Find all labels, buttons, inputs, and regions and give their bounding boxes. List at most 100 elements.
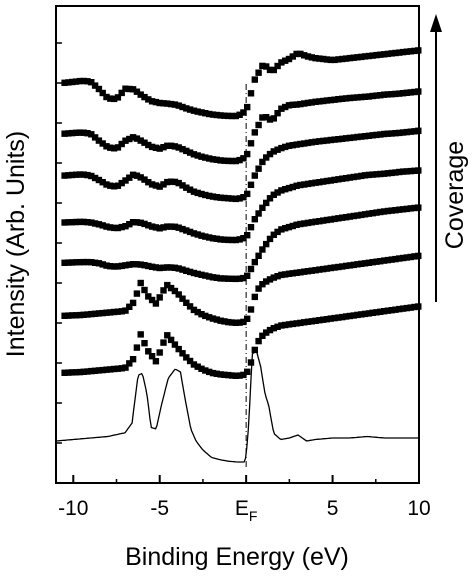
data-point — [339, 55, 346, 63]
data-point — [76, 171, 84, 178]
data-point — [126, 221, 133, 228]
data-point — [308, 139, 315, 146]
data-point — [198, 365, 205, 372]
data-point — [152, 300, 160, 307]
data-point — [164, 223, 171, 230]
data-point — [137, 174, 144, 181]
data-point — [202, 154, 209, 161]
data-point — [167, 264, 175, 271]
data-point — [232, 236, 239, 244]
data-point — [221, 157, 228, 164]
data-point — [221, 194, 228, 202]
data-point — [244, 232, 251, 239]
data-point — [194, 108, 201, 115]
data-point — [164, 100, 171, 107]
data-point — [263, 240, 270, 248]
data-point — [72, 129, 80, 136]
data-point — [133, 219, 141, 226]
data-point — [175, 291, 182, 298]
data-point — [194, 308, 201, 316]
data-point — [358, 172, 365, 180]
data-point — [247, 90, 255, 97]
data-point — [388, 256, 395, 263]
data-point — [282, 225, 289, 232]
data-point — [88, 219, 95, 226]
data-point — [399, 206, 407, 213]
data-point — [282, 186, 289, 193]
data-point — [263, 329, 270, 336]
data-point — [122, 223, 129, 230]
data-point — [365, 132, 373, 139]
data-point — [251, 346, 258, 354]
data-point — [103, 262, 110, 269]
data-point — [407, 304, 414, 311]
data-point — [122, 85, 129, 92]
data-point — [145, 179, 152, 186]
data-point — [84, 130, 91, 137]
data-point — [95, 260, 103, 267]
data-point — [380, 257, 388, 264]
data-point — [369, 92, 376, 100]
data-point — [103, 181, 110, 188]
data-point — [346, 174, 354, 181]
data-point — [335, 136, 342, 143]
data-point — [213, 274, 220, 281]
data-point — [126, 85, 133, 93]
data-point — [167, 223, 175, 230]
data-point — [339, 263, 346, 270]
data-point — [358, 311, 365, 318]
data-point — [274, 323, 281, 330]
data-point — [323, 316, 331, 323]
data-point — [361, 172, 369, 179]
data-point — [206, 314, 213, 321]
data-point — [342, 95, 350, 102]
data-point — [137, 279, 144, 287]
data-point — [396, 168, 403, 176]
data-point — [270, 115, 277, 122]
data-point — [323, 97, 331, 104]
data-point — [110, 263, 118, 270]
data-point — [289, 222, 296, 230]
data-point — [244, 103, 251, 111]
data-point — [194, 363, 201, 370]
data-point — [88, 79, 95, 86]
data-point — [107, 95, 114, 102]
data-point — [103, 143, 110, 150]
data-point — [297, 319, 304, 327]
data-point — [175, 265, 182, 272]
data-point — [141, 340, 148, 347]
data-point — [232, 275, 239, 283]
data-point — [240, 318, 247, 326]
data-point — [76, 311, 84, 319]
data-point — [282, 271, 289, 278]
data-point — [164, 178, 171, 186]
data-point — [320, 316, 327, 323]
data-point — [308, 318, 315, 325]
data-point — [304, 99, 312, 107]
data-point — [365, 93, 373, 100]
data-point — [339, 313, 346, 321]
data-point — [99, 140, 106, 147]
data-point — [171, 101, 179, 108]
data-point — [380, 51, 388, 58]
data-point — [274, 110, 281, 117]
data-point — [84, 258, 91, 266]
data-point — [304, 268, 312, 275]
data-point — [91, 259, 99, 266]
data-point — [354, 54, 361, 61]
data-point — [293, 141, 300, 148]
data-point — [361, 133, 369, 140]
data-point — [156, 183, 163, 190]
data-point — [278, 59, 285, 66]
data-point — [84, 78, 91, 85]
data-point — [186, 228, 194, 236]
data-point — [225, 112, 232, 120]
data-point — [358, 93, 365, 101]
data-point — [84, 219, 91, 226]
data-point — [327, 56, 334, 64]
data-point — [339, 175, 346, 182]
data-point — [206, 234, 213, 241]
data-point — [285, 142, 293, 149]
data-point — [327, 96, 334, 104]
x-tick-label: 5 — [327, 497, 339, 520]
